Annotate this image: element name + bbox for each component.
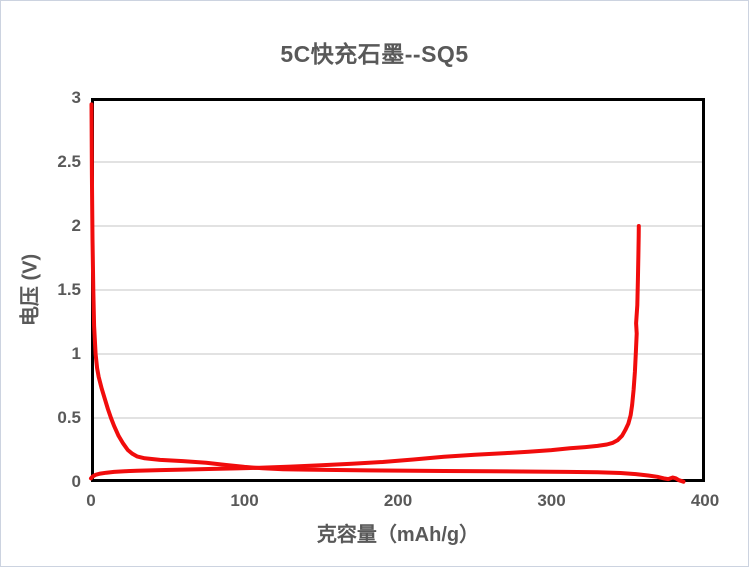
x-tick-label: 100 — [230, 491, 259, 510]
y-tick-label: 2.5 — [57, 152, 81, 171]
y-tick-label: 1.5 — [57, 280, 81, 299]
y-tick-label: 0 — [71, 472, 81, 491]
x-tick-label: 0 — [86, 491, 96, 510]
y-tick-label: 0.5 — [57, 408, 81, 427]
y-tick-label: 2 — [71, 216, 81, 235]
x-tick-label: 400 — [690, 491, 720, 510]
y-tick-label: 3 — [71, 88, 81, 107]
y-tick-label: 1 — [71, 344, 81, 363]
discharge_lithiation_curve — [89, 102, 686, 484]
x-axis-title: 克容量（mAh/g） — [316, 524, 480, 546]
x-tick-label: 200 — [383, 491, 413, 510]
x-tick-label: 300 — [537, 491, 566, 510]
charge_delithiation_curve — [89, 224, 641, 481]
plot-area — [89, 98, 705, 484]
chart-title: 5C快充石墨--SQ5 — [280, 41, 469, 67]
